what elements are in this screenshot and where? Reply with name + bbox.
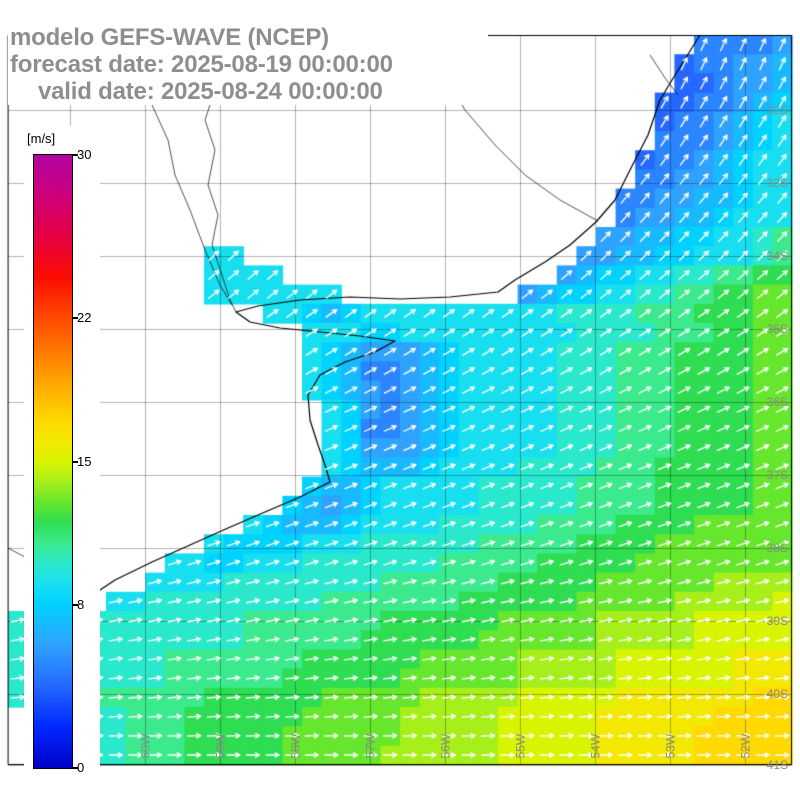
lat-label: 38S bbox=[766, 541, 788, 555]
colorbar-unit-label: [m/s] bbox=[27, 131, 56, 146]
lat-label: 32S bbox=[766, 103, 788, 117]
lon-label: 60W bbox=[138, 733, 153, 759]
lat-label: 36S bbox=[766, 395, 788, 409]
lon-label: 59W bbox=[213, 733, 228, 759]
colorbar-tick-mark bbox=[72, 767, 78, 769]
lat-label: 35S bbox=[766, 322, 788, 336]
lon-label: 56W bbox=[438, 733, 453, 759]
lat-label: 37S bbox=[766, 468, 788, 482]
lat-label: 34S bbox=[766, 249, 788, 263]
colorbar-tick-label: 30 bbox=[77, 147, 92, 162]
lon-label: 55W bbox=[513, 733, 528, 759]
colorbar-tick-label: 15 bbox=[77, 453, 92, 469]
model-title: modelo GEFS-WAVE (NCEP) bbox=[10, 24, 329, 51]
lon-label: 58W bbox=[288, 733, 303, 759]
lat-label: 39S bbox=[766, 614, 788, 628]
colorbar-tick-label: 22 bbox=[77, 310, 92, 326]
colorbar-tick-mark bbox=[72, 460, 78, 463]
lat-label: 40S bbox=[766, 687, 788, 701]
colorbar-tick-mark bbox=[72, 154, 78, 156]
forecast-date-label: forecast date: 2025-08-19 00:00:00 bbox=[10, 51, 393, 78]
lon-label: 52W bbox=[738, 733, 753, 759]
colorbar-tick-mark bbox=[72, 317, 78, 320]
colorbar-tick-label: 8 bbox=[77, 596, 85, 612]
colorbar-tick-mark bbox=[72, 603, 78, 606]
valid-date-label: valid date: 2025-08-24 00:00:00 bbox=[38, 78, 383, 105]
lon-label: 53W bbox=[663, 733, 678, 759]
lon-label: 57W bbox=[363, 733, 378, 759]
lat-label: 41S bbox=[766, 758, 788, 772]
lat-label: 33S bbox=[766, 176, 788, 190]
colorbar bbox=[33, 154, 73, 769]
lon-label: 54W bbox=[588, 733, 603, 759]
colorbar-tick-label: 0 bbox=[77, 760, 85, 775]
title-background bbox=[8, 20, 488, 105]
